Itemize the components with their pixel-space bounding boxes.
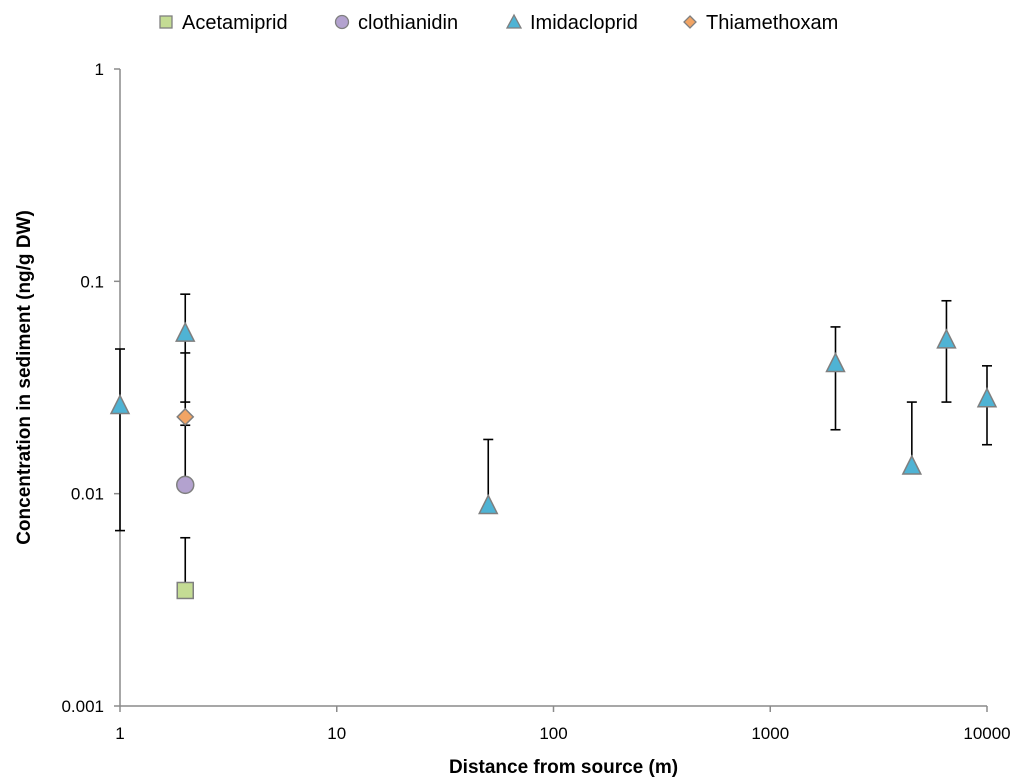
legend-label: Thiamethoxam — [706, 12, 838, 34]
legend-label: Acetamiprid — [182, 12, 288, 34]
legend-item: Acetamiprid — [159, 12, 288, 34]
imidacloprid-point — [478, 493, 499, 515]
x-axis-title: Distance from source (m) — [449, 757, 678, 778]
legend-item: clothianidin — [334, 12, 458, 34]
x-tick-label: 10 — [327, 724, 346, 743]
clothianidin-point — [175, 475, 195, 495]
y-tick-label: 0.1 — [80, 272, 104, 291]
imidacloprid-point — [109, 393, 131, 415]
legend-item: Thiamethoxam — [683, 12, 838, 34]
legend-square-icon — [159, 15, 173, 29]
x-tick-label: 1000 — [751, 724, 789, 743]
x-tick-label: 1 — [115, 724, 124, 743]
legend-triangle-icon — [505, 13, 523, 29]
legend: Acetamiprid clothianidin Imidacloprid Thiam… — [159, 12, 838, 34]
imidacloprid-point — [175, 321, 196, 342]
x-tick-label: 10000 — [963, 724, 1010, 743]
legend-circle-icon — [334, 14, 350, 30]
y-tick-label: 0.001 — [61, 697, 104, 716]
y-axis-title: Concentration in sediment (ng/g DW) — [14, 210, 35, 545]
y-tick-label: 0.01 — [71, 485, 104, 504]
x-tick-label: 100 — [539, 724, 567, 743]
y-tick-label: 1 — [95, 60, 104, 79]
imidacloprid-point — [936, 328, 957, 349]
imidacloprid-point — [976, 387, 998, 408]
acetamiprid-point — [176, 581, 194, 600]
axes — [119, 69, 987, 707]
legend-label: clothianidin — [358, 12, 458, 34]
legend-item: Imidacloprid — [505, 12, 638, 34]
imidacloprid-point — [825, 351, 846, 373]
legend-diamond-icon — [683, 15, 697, 29]
error-bars — [115, 293, 992, 591]
data-markers — [109, 321, 998, 600]
legend-label: Imidacloprid — [530, 12, 638, 34]
thiamethoxam-point — [176, 407, 195, 426]
tick-marks: 0.001 0.01 0.1 1 1 10 100 1000 10000 — [61, 60, 1010, 743]
imidacloprid-point — [901, 454, 923, 475]
